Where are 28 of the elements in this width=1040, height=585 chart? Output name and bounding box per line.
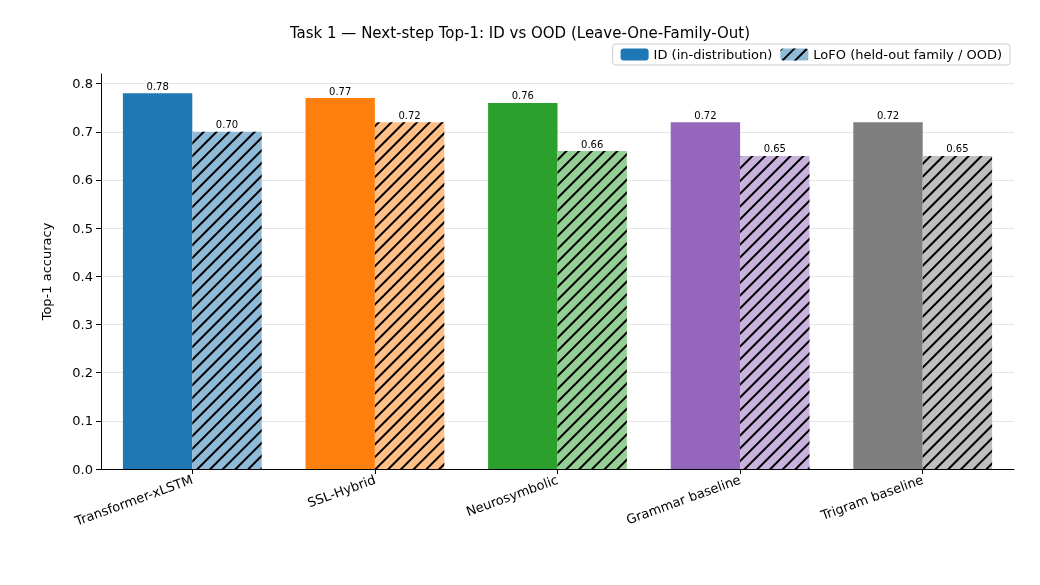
y-axis-title: Top-1 accuracy bbox=[39, 222, 54, 322]
y-tick-label: 0.3 bbox=[72, 316, 93, 332]
data-label: 0.77 bbox=[329, 85, 352, 97]
y-tick-label: 0.1 bbox=[72, 413, 93, 429]
y-tick-label: 0.2 bbox=[72, 365, 93, 381]
bar bbox=[853, 122, 923, 469]
data-label: 0.65 bbox=[946, 143, 969, 155]
bar bbox=[305, 98, 375, 469]
y-tick-label: 0.5 bbox=[72, 220, 93, 236]
legend-label: ID (in-distribution) bbox=[653, 47, 773, 62]
y-tick-label: 0.8 bbox=[72, 76, 93, 92]
bar bbox=[670, 122, 741, 469]
bar bbox=[488, 102, 558, 469]
data-label: 0.70 bbox=[215, 119, 239, 131]
y-tick-label: 0.0 bbox=[72, 461, 93, 477]
y-tick-label: 0.6 bbox=[72, 172, 93, 188]
data-label: 0.72 bbox=[694, 109, 717, 121]
y-tick-label: 0.4 bbox=[72, 268, 93, 284]
data-label: 0.65 bbox=[763, 143, 786, 155]
data-label: 0.72 bbox=[398, 109, 421, 121]
bar bbox=[122, 93, 193, 469]
data-label: 0.78 bbox=[146, 80, 169, 92]
data-label: 0.76 bbox=[511, 90, 534, 102]
chart-title: Task 1 — Next-step Top-1: ID vs OOD (Leave-One-Family-Out) bbox=[288, 23, 751, 42]
data-label: 0.72 bbox=[876, 109, 900, 121]
data-label: 0.66 bbox=[581, 138, 604, 150]
legend-label: LoFO (held-out family / OOD) bbox=[813, 47, 1002, 62]
y-tick-label: 0.7 bbox=[72, 124, 93, 140]
